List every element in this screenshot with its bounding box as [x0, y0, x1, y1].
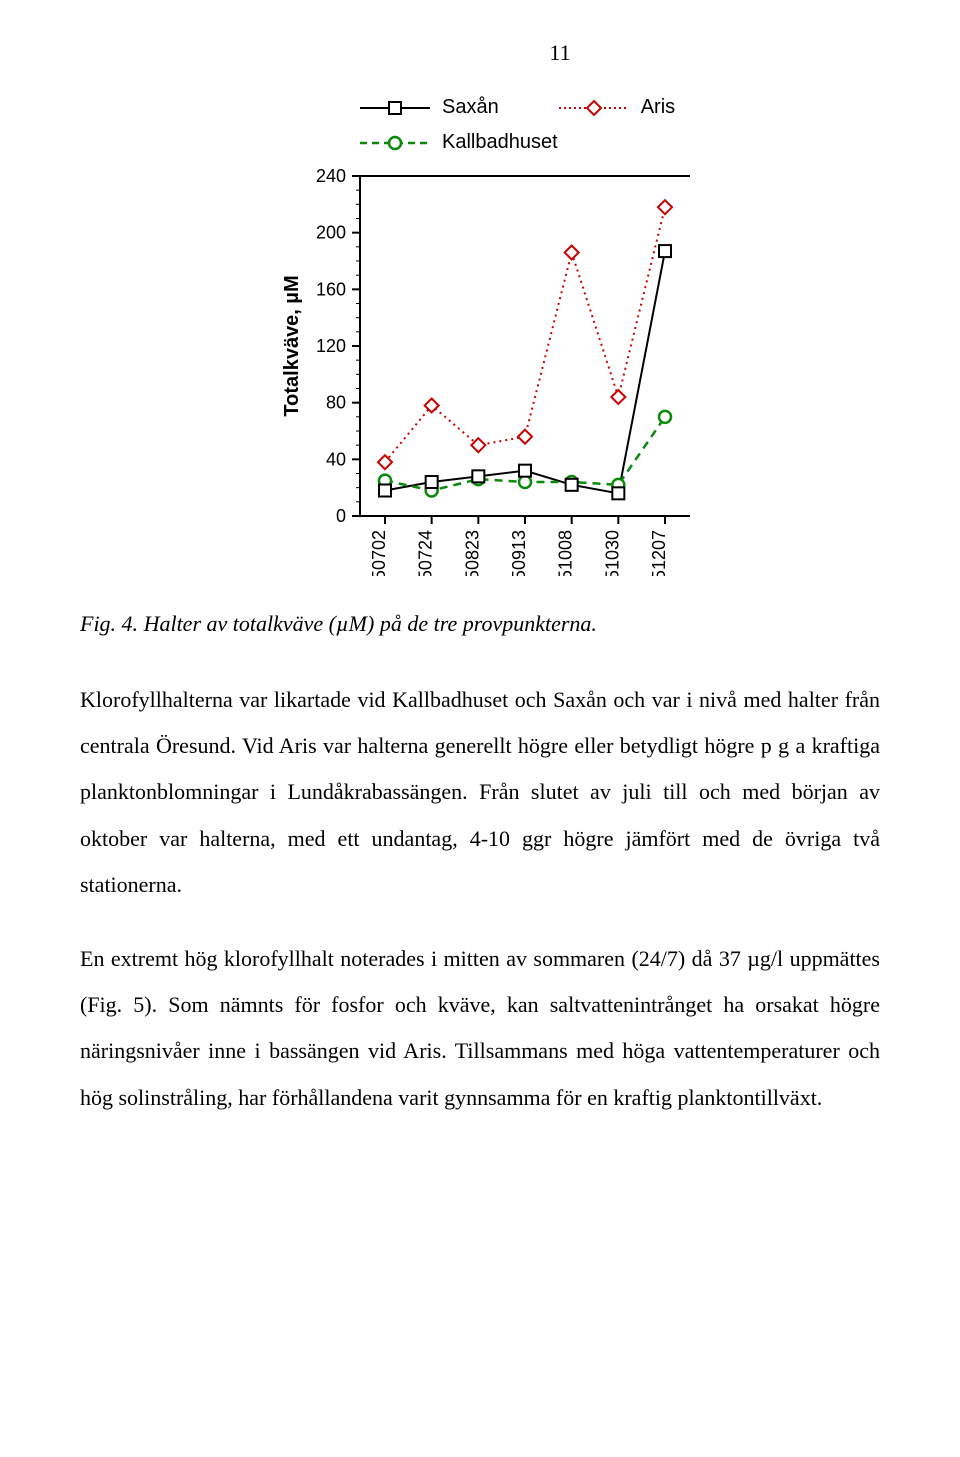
legend-swatch-kallbadhuset — [360, 135, 430, 151]
svg-text:0: 0 — [336, 506, 346, 526]
svg-text:120: 120 — [316, 336, 346, 356]
legend-label: Kallbadhuset — [442, 131, 558, 154]
svg-text:950913: 950913 — [509, 530, 529, 576]
svg-text:951008: 951008 — [556, 530, 576, 576]
legend-label: Saxån — [442, 96, 499, 119]
svg-text:951207: 951207 — [649, 530, 669, 576]
legend-swatch-aris — [559, 100, 629, 116]
svg-text:160: 160 — [316, 279, 346, 299]
legend-label: Aris — [641, 96, 675, 119]
chart-legend: Saxån Aris Kallbadhuset — [360, 96, 880, 154]
figure-caption-text: Halter av totalkväve (µM) på de tre prov… — [144, 611, 597, 636]
legend-swatch-saxan — [360, 100, 430, 116]
paragraph: En extremt hög klorofyllhalt noterades i… — [80, 936, 880, 1121]
chart-container: 0 40 80 120 160 200 240 950702 950724 950823 95091… — [280, 166, 880, 581]
body-text: Klorofyllhalterna var likartade vid Kall… — [80, 677, 880, 1121]
svg-text:40: 40 — [326, 449, 346, 469]
svg-text:950724: 950724 — [416, 530, 436, 576]
legend-item-kallbadhuset: Kallbadhuset — [360, 131, 558, 154]
figure-caption: Fig. 4. Halter av totalkväve (µM) på de … — [80, 611, 880, 637]
svg-text:80: 80 — [326, 393, 346, 413]
legend-item-saxan: Saxån — [360, 96, 499, 119]
svg-text:950823: 950823 — [462, 530, 482, 576]
svg-text:240: 240 — [316, 166, 346, 186]
svg-text:950702: 950702 — [369, 530, 389, 576]
page-number: 11 — [240, 40, 880, 66]
svg-text:200: 200 — [316, 223, 346, 243]
svg-text:951030: 951030 — [602, 530, 622, 576]
legend-item-aris: Aris — [559, 96, 675, 119]
totalkvave-chart: 0 40 80 120 160 200 240 950702 950724 950823 95091… — [280, 166, 710, 576]
figure-label: Fig. 4. — [80, 611, 138, 636]
svg-text:Totalkväve, µM: Totalkväve, µM — [281, 275, 303, 416]
paragraph: Klorofyllhalterna var likartade vid Kall… — [80, 677, 880, 908]
